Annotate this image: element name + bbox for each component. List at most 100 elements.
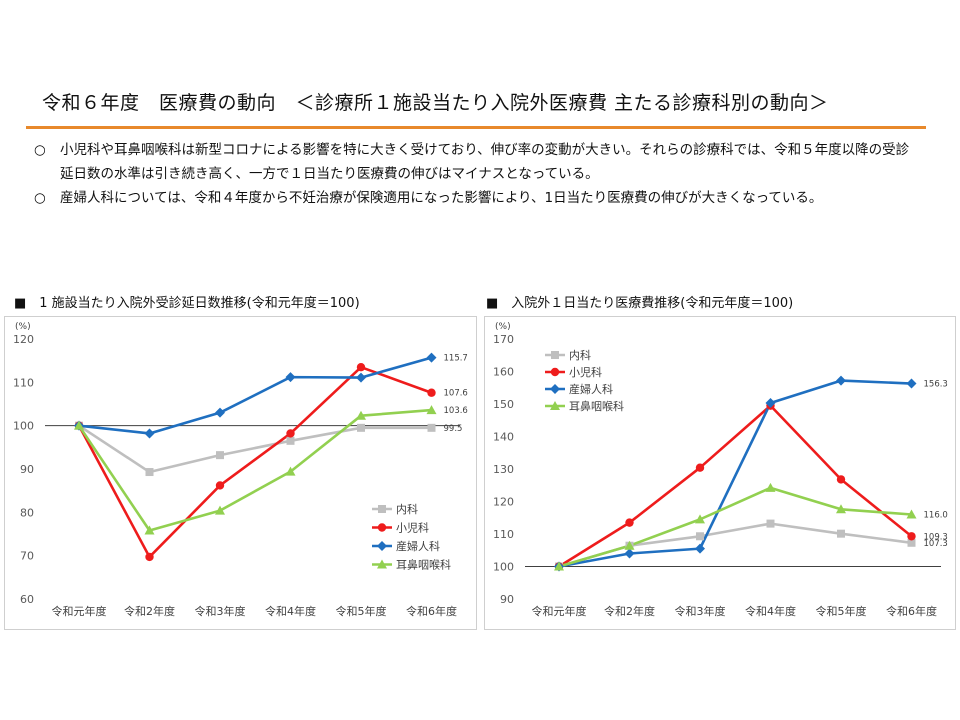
line-chart-cost: (%) 90 100 110 120 130 140 150 160 170 令和元年度 令和2年度 令… [493,322,948,618]
series-point [836,475,846,484]
series-point [216,451,224,460]
x-tick-label: 令和6年度 [406,604,457,618]
y-tick-label: 100 [13,420,34,433]
series-point [285,466,296,476]
y-tick-label: 110 [13,376,34,389]
y-tick-label: 110 [493,528,514,541]
unit-label: (%) [15,322,31,332]
page-title: 令和６年度 医療費の動向 ＜診療所１施設当たり入院外医療費 主たる診療科別の動向… [42,92,829,114]
y-tick-label: 120 [493,496,514,509]
y-tick-label: 90 [20,463,34,476]
series-line [558,522,912,568]
legend-point [377,523,387,532]
data-label: 115.7 [444,354,468,364]
series-line [77,365,432,559]
legend-point [550,384,560,394]
legend-point [551,351,559,359]
series-point [215,481,225,490]
legend-point [550,401,560,410]
y-tick-label: 130 [493,463,514,476]
x-tick-label: 令和5年度 [336,604,387,618]
data-label: 99.5 [444,424,463,434]
series-point [696,532,704,541]
series-point [695,514,705,524]
series-point [695,463,705,472]
series-line [77,408,432,532]
x-tick-label: 令和4年度 [745,604,796,618]
data-label: 109.3 [924,532,948,542]
bullet-text: 小児科や耳鼻咽喉科は新型コロナによる影響を特に大きく受けており、伸び率の変動が大… [60,142,910,182]
series-point [426,352,437,363]
data-label: 103.6 [444,406,468,416]
legend-label: 内科 [396,502,418,516]
series-point [836,375,846,386]
x-tick-label: 令和4年度 [265,604,316,618]
series-point [624,540,635,550]
series-point [906,509,917,519]
series-point [356,410,366,420]
series-line [78,424,432,474]
series-point [215,407,225,418]
series-point [427,388,436,397]
data-label: 156.3 [924,380,948,390]
bullet-text: 産婦人科については、令和４年度から不妊治療が保険適用になった影響により、1日当た… [60,190,823,206]
x-tick-label: 令和元年度 [532,604,587,618]
x-tick-label: 令和元年度 [52,604,107,618]
series-line [558,486,912,568]
unit-label: (%) [495,322,511,332]
series-point [426,405,437,415]
series-point [144,525,155,535]
series-point [74,420,84,430]
series-point [286,429,295,438]
y-tick-label: 100 [493,561,514,574]
legend-point [377,541,387,551]
y-tick-label: 140 [493,431,514,444]
series-point [356,372,366,383]
y-tick-label: 80 [20,506,34,519]
series-point [907,532,916,541]
series-point [554,561,564,571]
bullet-mark: ○ [34,142,46,158]
legend-label: 耳鼻咽喉科 [569,399,624,413]
y-tick-label: 90 [500,593,514,606]
legend-label: 産婦人科 [569,382,613,396]
x-tick-label: 令和2年度 [604,604,655,618]
bullet-mark: ○ [34,190,46,206]
chart-panel-cost: (%) 90 100 110 120 130 140 150 160 170 令和元年度 令和2年度 令… [484,316,956,630]
legend-label: 小児科 [569,365,602,379]
series-point [357,423,365,432]
series-point [765,398,776,409]
series-point [766,519,775,528]
data-label: 107.6 [444,389,468,399]
legend-point [377,559,387,569]
y-tick-label: 160 [493,366,514,379]
series-point [907,538,916,547]
series-point [356,362,366,372]
x-tick-label: 令和2年度 [124,604,175,618]
series-point [765,482,776,492]
x-tick-label: 令和5年度 [816,604,867,618]
series-point [695,543,705,554]
chart-heading-cost: ■ 入院外１日当たり医療費推移(令和元年度＝100) [486,296,794,311]
series-point [427,423,436,432]
legend-point [378,505,386,513]
y-tick-label: 70 [20,550,34,563]
bullet-item: ○ 小児科や耳鼻咽喉科は新型コロナによる影響を特に大きく受けており、伸び率の変動… [34,138,914,186]
series-point [836,504,846,514]
series-point [624,548,635,559]
series-point [837,529,845,538]
y-tick-label: 150 [493,398,514,411]
series-point [145,552,154,562]
chart-heading-visits: ■ 1 施設当たり入院外受診延日数推移(令和元年度＝100) [14,296,360,311]
title-underline [26,126,926,129]
y-tick-label: 170 [493,333,514,346]
x-tick-label: 令和3年度 [195,604,246,618]
x-tick-label: 令和6年度 [886,604,937,618]
series-point [145,468,154,477]
series-line [558,404,913,568]
series-line [558,379,912,568]
legend-point [550,367,560,377]
data-label: 107.3 [924,539,948,549]
y-tick-label: 60 [20,593,34,606]
series-point [625,518,634,527]
